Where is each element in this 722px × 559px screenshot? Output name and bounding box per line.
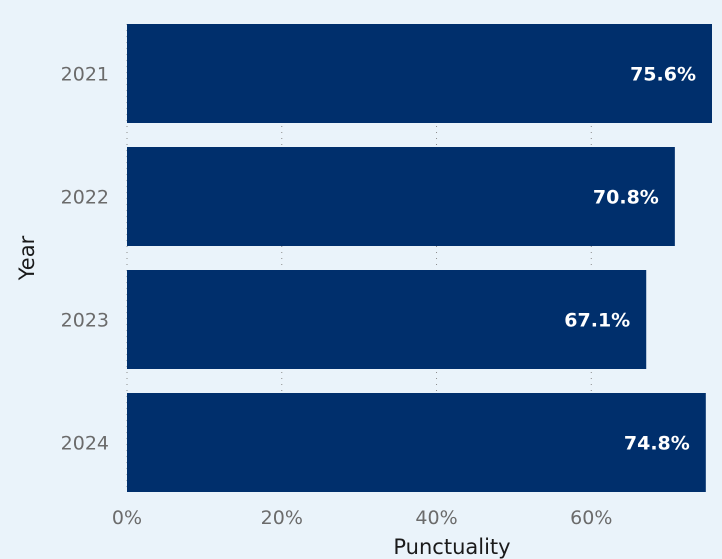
y-tick-2021: 2021 — [61, 64, 109, 86]
x-tick-3: 60% — [570, 507, 612, 529]
x-axis-ticks: 0% 20% 40% 60% — [112, 507, 612, 529]
bar-2022 — [127, 147, 675, 246]
bar-2021 — [127, 24, 712, 123]
bar-2024 — [127, 393, 706, 492]
y-tick-2022: 2022 — [61, 187, 109, 209]
bars — [127, 24, 712, 492]
y-tick-2023: 2023 — [61, 310, 109, 332]
data-label-2022: 70.8% — [593, 187, 659, 209]
x-tick-0: 0% — [112, 507, 142, 529]
x-tick-1: 20% — [261, 507, 303, 529]
y-tick-2024: 2024 — [61, 433, 109, 455]
x-axis-title: Punctuality — [393, 535, 510, 559]
y-axis-ticks: 2021 2022 2023 2024 — [61, 64, 109, 455]
data-label-2021: 75.6% — [630, 64, 696, 86]
data-label-2024: 74.8% — [624, 433, 690, 455]
x-tick-2: 40% — [415, 507, 457, 529]
data-labels: 75.6% 70.8% 67.1% 74.8% — [564, 64, 696, 455]
y-axis-title: Year — [15, 235, 39, 281]
bar-2023 — [127, 270, 647, 369]
data-label-2023: 67.1% — [564, 310, 630, 332]
